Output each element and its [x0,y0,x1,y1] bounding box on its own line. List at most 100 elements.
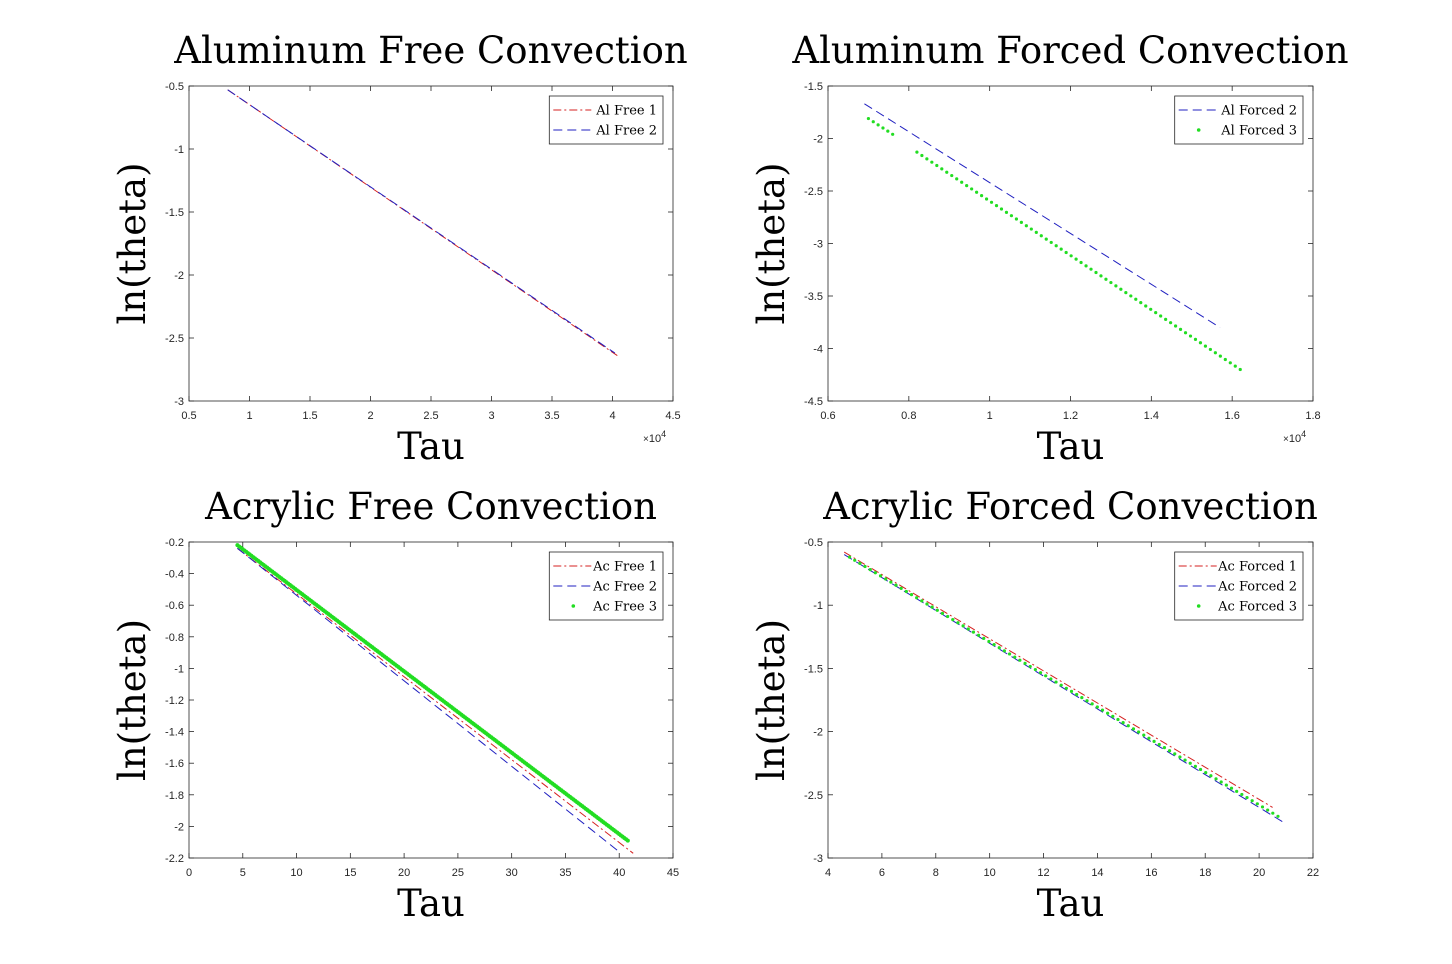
x-tick-label: 5 [240,867,246,879]
series-marker [871,120,875,124]
series-marker [1147,736,1151,740]
y-tick-label: -3 [813,853,823,865]
y-tick-label: -2.2 [165,853,184,865]
series-line [227,89,616,354]
series-marker [1054,244,1058,248]
series-marker [1069,689,1074,694]
series-marker [1266,808,1270,812]
x-tick-label: 8 [933,867,939,879]
series-marker [965,183,969,188]
series-marker [1218,354,1222,358]
series-marker [1054,680,1058,684]
series-marker [1139,301,1143,305]
series-marker [984,197,989,201]
series-marker [1074,257,1078,261]
series-marker [899,586,903,590]
series-marker [1173,324,1178,328]
y-tick-label: -1.8 [165,790,184,802]
series-marker [976,633,981,637]
series-marker [881,126,885,130]
series-marker [1208,347,1213,352]
series-marker [1193,764,1197,768]
series-marker [1009,214,1014,218]
series-marker [1094,270,1098,275]
series-marker [1173,752,1177,756]
series-3 [847,555,1280,818]
series-marker [915,596,919,600]
series-marker [886,129,890,133]
series-marker [940,167,944,171]
y-tick-label: -1.5 [804,81,823,93]
x-tick-label: 12 [1037,867,1049,879]
x-axis-label: Tau [397,425,465,468]
y-tick-label: -2.5 [165,333,184,345]
series-marker [1002,649,1007,653]
x-tick-label: 0 [186,867,192,879]
series-marker [1193,337,1198,342]
series-marker [858,561,862,566]
series-marker [1095,705,1099,709]
x-tick-label: 18 [1199,867,1211,879]
series-marker [1142,733,1146,737]
series-marker [1198,341,1203,345]
x-tick-label: 1.2 [1063,410,1078,422]
x-tick-label: 35 [559,867,571,879]
y-tick-label: -0.4 [165,569,184,581]
series-marker [982,636,986,640]
series-marker [891,132,895,136]
series-marker [1213,351,1217,355]
series-marker [1075,692,1079,697]
y-axis-label: ln(theta) [111,619,154,781]
series-marker [1162,746,1167,750]
series-marker [951,618,955,622]
legend-box [548,95,664,145]
series-marker [935,608,939,612]
x-tick-label: 25 [452,867,464,879]
series-marker [868,568,872,572]
series-marker [866,116,871,121]
series-marker [979,194,984,198]
legend: Ac Forced 1 Ac Forced 2 Ac Forced 3 [1174,551,1304,621]
y-tick-label: -1.6 [165,758,184,770]
x-exponent-label: ×104 [1283,429,1306,445]
y-tick-label: -1 [813,600,823,612]
series-marker [1167,749,1172,753]
y-tick-label: -0.5 [165,81,184,93]
series-marker [894,583,898,587]
series-marker [1183,758,1187,762]
series-line [237,547,618,851]
series-marker [1059,247,1063,251]
x-tick-label: 0.8 [901,410,916,422]
series-marker [1039,234,1043,238]
series-marker [1250,799,1254,803]
series-marker [1131,727,1136,731]
series-marker [1238,367,1242,372]
series-marker [992,642,996,647]
series-marker [1219,780,1223,784]
legend-entry: Ac Forced 2 [1217,580,1297,595]
series-marker [1018,658,1022,662]
series-marker [930,160,934,164]
y-tick-label: -4.5 [804,396,823,408]
series-marker [1137,730,1141,734]
x-tick-label: 4.5 [665,410,680,422]
series-marker [971,630,976,634]
series-marker [1126,724,1130,728]
x-tick-label: 2.5 [423,410,438,422]
series-marker [961,624,965,628]
legend: Al Forced 2 Al Forced 3 [1174,95,1304,145]
series-marker [1255,802,1259,806]
x-tick-label: 0.6 [820,410,835,422]
legend-entry: Al Forced 2 [1220,104,1297,119]
series-marker [956,621,960,625]
series-marker [1024,224,1028,228]
series-marker [1023,661,1027,665]
series-marker [1229,786,1234,790]
series-marker [1223,357,1227,362]
series-marker [1064,686,1068,690]
x-tick-label: 1.5 [302,410,317,422]
series-marker [1109,280,1113,285]
y-tick-label: -3 [174,396,184,408]
series-marker [1276,814,1280,818]
